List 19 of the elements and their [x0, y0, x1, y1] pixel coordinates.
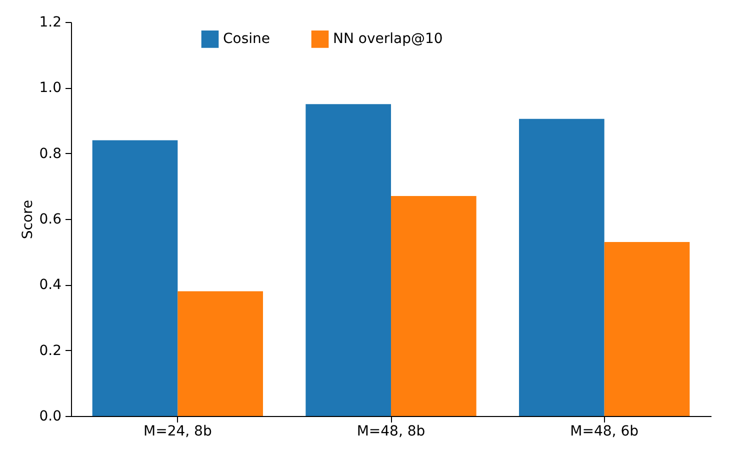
y-tick-label: 0.0 [39, 408, 62, 424]
y-tick-label: 1.0 [39, 80, 62, 96]
legend-label: Cosine [223, 31, 270, 48]
y-axis-title: Score [20, 200, 36, 240]
x-tick-label: M=48, 6b [570, 424, 639, 440]
y-tick-label: 0.8 [39, 146, 62, 162]
x-tick-label: M=48, 8b [356, 424, 426, 440]
legend-label: NN overlap@10 [333, 31, 443, 48]
y-tick-label: 0.2 [39, 342, 62, 359]
y-tick-label: 0.4 [39, 277, 62, 294]
bar [604, 242, 690, 416]
bar [306, 104, 391, 416]
x-tick-label: M=24, 8b [144, 424, 212, 440]
bar [391, 196, 476, 416]
bar [519, 118, 604, 416]
bar [92, 140, 178, 416]
bar [178, 291, 263, 416]
y-tick-label: 0.6 [39, 212, 62, 228]
y-tick-label: 1.2 [39, 14, 62, 30]
